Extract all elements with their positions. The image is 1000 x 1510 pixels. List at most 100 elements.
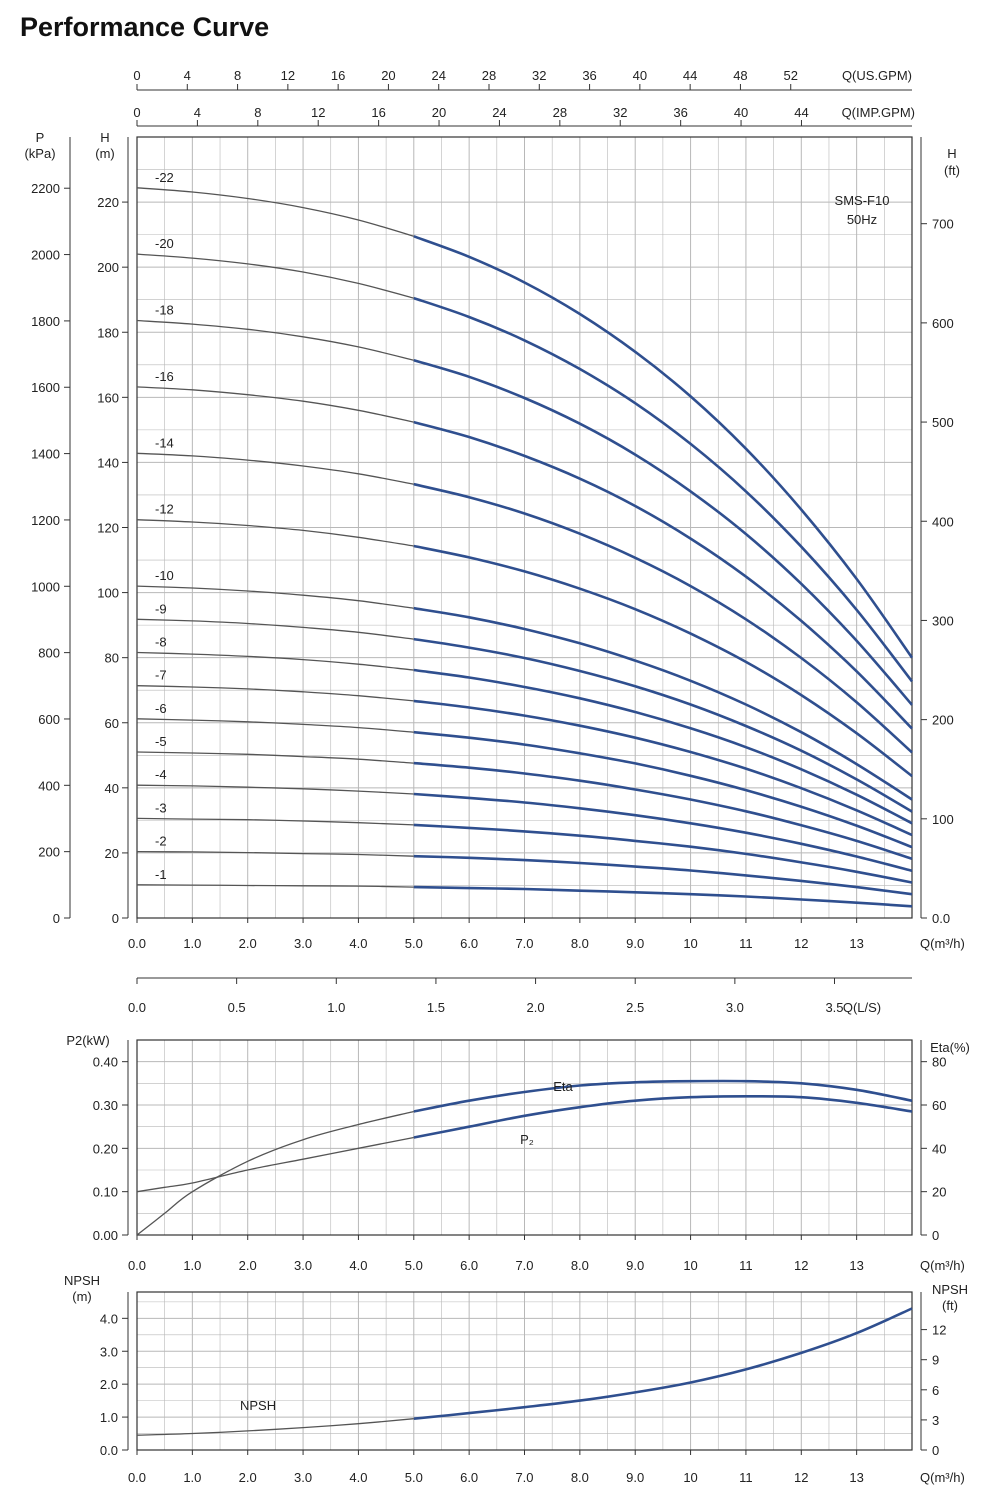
npsh-ft-tick-label: 12: [932, 1323, 946, 1338]
head-curve-stage-8-thin: [136, 651, 414, 671]
imp-gpm-tick-label: 28: [553, 105, 567, 120]
pressure-axis-unit: (kPa): [24, 146, 55, 161]
ls-tick-label: 2.0: [527, 1000, 545, 1015]
eta-curve: [413, 1079, 913, 1113]
head-m-tick-label: 200: [97, 260, 119, 275]
head-curve-stage-5-thin: [136, 751, 414, 764]
head-curve-stage-7: [413, 699, 913, 837]
npsh-curve-label: NPSH: [240, 1398, 276, 1413]
head-ft-tick-label: 600: [932, 316, 954, 331]
head-curve-stage-18-thin: [136, 319, 414, 361]
npsh-m-tick-label: 0.0: [100, 1443, 118, 1458]
stage-label: -3: [155, 800, 167, 815]
stage-label: -8: [155, 634, 167, 649]
head-m-tick-label: 80: [105, 651, 119, 666]
npsh-x-tick-label: 3.0: [294, 1470, 312, 1485]
power-tick-label: 0.30: [93, 1098, 118, 1113]
npsh-m-axis-label: NPSH: [64, 1273, 100, 1288]
pressure-tick-label: 1400: [31, 447, 60, 462]
npsh-curve: [413, 1307, 913, 1420]
head-curve-stage-22: [413, 235, 914, 659]
p2-curve-thin: [136, 1136, 414, 1193]
stage-label: -16: [155, 369, 174, 384]
imp-gpm-tick-label: 44: [794, 105, 808, 120]
ls-axis-label: Q(L/S): [843, 1000, 881, 1015]
head-curve-stage-12-thin: [136, 519, 414, 547]
pressure-axis-label: P: [36, 130, 45, 145]
head-curve-stage-10-thin: [136, 585, 414, 609]
stage-label: -18: [155, 303, 174, 318]
head-curve-stage-6: [413, 730, 913, 849]
head-x-tick-label: 10: [683, 936, 697, 951]
head-x-tick-label: 13: [849, 936, 863, 951]
power-x-tick-label: 12: [794, 1258, 808, 1273]
head-x-tick-label: 8.0: [571, 936, 589, 951]
head-m-tick-label: 160: [97, 390, 119, 405]
head-m-tick-label: 140: [97, 455, 119, 470]
npsh-ft-tick-label: 9: [932, 1353, 939, 1368]
npsh-x-tick-label: 6.0: [460, 1470, 478, 1485]
npsh-x-tick-label: 11: [739, 1470, 753, 1485]
us-gpm-tick-label: 48: [733, 68, 747, 83]
head-curve-stage-8: [413, 668, 913, 825]
power-tick-label: 0.40: [93, 1055, 118, 1070]
p2-curve: [413, 1094, 913, 1139]
imp-gpm-tick-label: 12: [311, 105, 325, 120]
us-gpm-tick-label: 4: [184, 68, 191, 83]
head-m-tick-label: 220: [97, 195, 119, 210]
eta-tick-label: 20: [932, 1185, 946, 1200]
head-x-tick-label: 7.0: [515, 936, 533, 951]
p2-curve-label: P₂: [520, 1132, 534, 1147]
head-ft-tick-label: 100: [932, 812, 954, 827]
head-ft-axis-label: H: [947, 146, 956, 161]
pressure-tick-label: 1800: [31, 314, 60, 329]
stage-label: -6: [155, 701, 167, 716]
npsh-ft-tick-label: 0: [932, 1443, 939, 1458]
us-gpm-tick-label: 32: [532, 68, 546, 83]
npsh-ft-axis-label: NPSH: [932, 1282, 968, 1297]
pressure-tick-label: 1200: [31, 513, 60, 528]
pressure-tick-label: 600: [38, 712, 60, 727]
head-curve-stage-9: [413, 637, 913, 813]
head-x-tick-label: 5.0: [405, 936, 423, 951]
npsh-x-tick-label: 0.0: [128, 1470, 146, 1485]
power-x-tick-label: 5.0: [405, 1258, 423, 1273]
power-axis-label: P2(kW): [66, 1033, 109, 1048]
head-curve-stage-16-thin: [136, 386, 414, 423]
npsh-ft-tick-label: 6: [932, 1383, 939, 1398]
head-ft-tick-label: 500: [932, 415, 954, 430]
head-curve-stage-16: [413, 420, 913, 730]
stage-label: -12: [155, 502, 174, 517]
npsh-x-tick-label: 9.0: [626, 1470, 644, 1485]
stage-label: -7: [155, 668, 167, 683]
head-x-unit-label: Q(m³/h): [920, 936, 965, 951]
head-curve-stage-18: [413, 358, 913, 706]
us-gpm-tick-label: 40: [633, 68, 647, 83]
eta-tick-label: 0: [932, 1228, 939, 1243]
ls-tick-label: 2.5: [626, 1000, 644, 1015]
imp-gpm-tick-label: 20: [432, 105, 446, 120]
power-x-tick-label: 9.0: [626, 1258, 644, 1273]
imp-gpm-tick-label: 32: [613, 105, 627, 120]
frequency-annotation: 50Hz: [847, 212, 877, 227]
npsh-x-tick-label: 2.0: [239, 1470, 257, 1485]
imp-gpm-tick-label: 8: [254, 105, 261, 120]
stage-label: -14: [155, 435, 174, 450]
head-curve-stage-2-thin: [136, 850, 414, 857]
head-curve-stage-14-thin: [136, 452, 414, 485]
head-curve-stage-3: [413, 823, 913, 884]
power-x-tick-label: 4.0: [349, 1258, 367, 1273]
us-gpm-tick-label: 52: [783, 68, 797, 83]
us-gpm-tick-label: 28: [482, 68, 496, 83]
power-x-tick-label: 8.0: [571, 1258, 589, 1273]
power-tick-label: 0.20: [93, 1141, 118, 1156]
pressure-tick-label: 800: [38, 646, 60, 661]
power-tick-label: 0.10: [93, 1185, 118, 1200]
us-gpm-tick-label: 20: [381, 68, 395, 83]
head-curve-stage-20: [413, 296, 914, 683]
head-m-tick-label: 120: [97, 521, 119, 536]
us-gpm-tick-label: 0: [133, 68, 140, 83]
head-m-tick-label: 20: [105, 846, 119, 861]
head-curve-stage-20-thin: [136, 253, 414, 299]
